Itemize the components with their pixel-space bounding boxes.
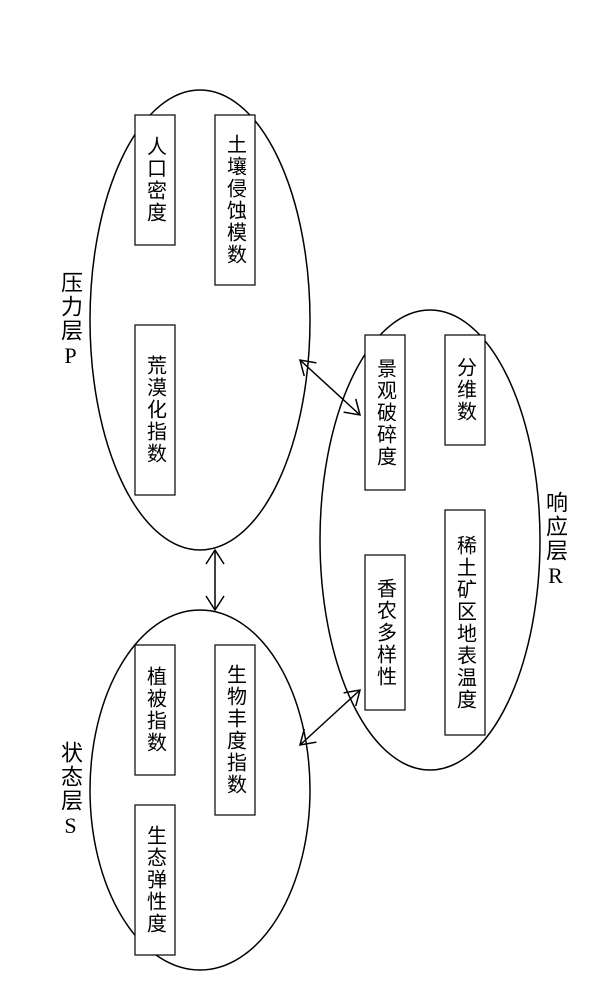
node-label-R: 响应层R [537, 460, 573, 620]
indicator-label: 香农多样性 [365, 555, 405, 710]
indicator-label: 生态弹性度 [135, 805, 175, 955]
node-label-S: 状态层S [52, 710, 88, 870]
indicator-label: 土壤侵蚀模数 [215, 115, 255, 285]
indicator-label: 生物丰度指数 [215, 645, 255, 815]
indicator-label: 分维数 [445, 335, 485, 445]
indicator-label: 荒漠化指数 [135, 325, 175, 495]
indicator-label: 景观破碎度 [365, 335, 405, 490]
indicator-label: 人口密度 [135, 115, 175, 245]
node-label-P: 压力层P [52, 240, 88, 400]
indicator-label: 稀土矿区地表温度 [445, 510, 485, 735]
indicator-label: 植被指数 [135, 645, 175, 775]
